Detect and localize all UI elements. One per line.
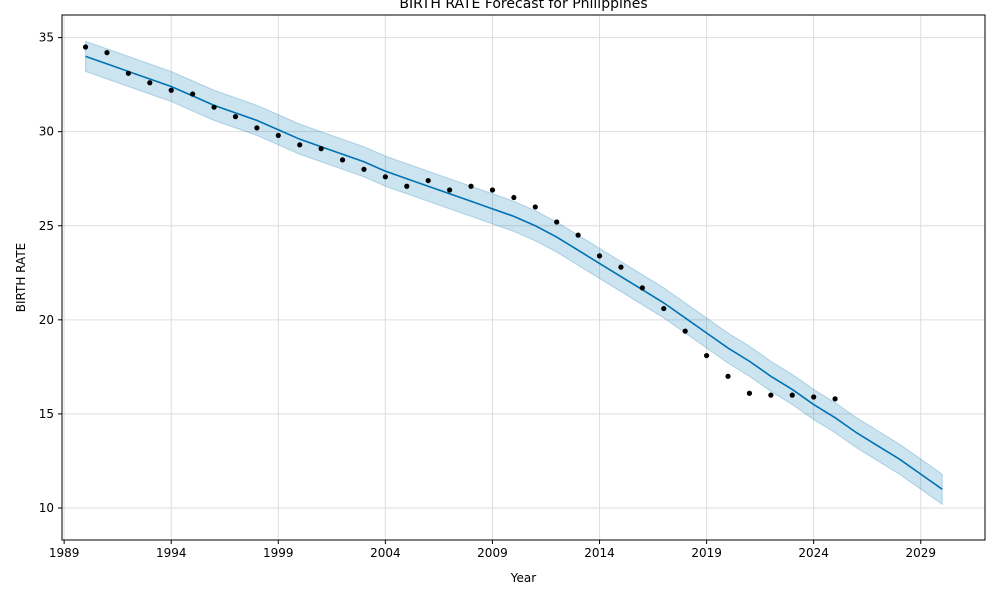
observed-point [575,232,581,238]
forecast-line-group [85,55,943,490]
observed-point [339,157,346,163]
grid [62,15,985,540]
chart-title: BIRTH RATE Forecast for Philippines [399,0,647,12]
observed-point [190,91,196,97]
observed-point [254,125,260,131]
observed-point [361,166,367,172]
observed-point [468,183,474,189]
y-tick-label: 10 [39,501,54,515]
y-tick-label: 20 [39,313,54,327]
x-axis-ticks: 1989 1994 1999 2004 2009 2014 2019 2024 2029 [49,540,936,560]
observed-point [425,177,431,184]
observed-point [725,373,731,379]
observed-point [682,328,688,334]
observed-point [511,194,517,201]
observed-point [232,114,239,120]
observed-point [811,394,817,400]
observed-point [768,392,774,398]
observed-point [211,104,217,110]
observed-point [489,187,496,193]
x-tick-label: 2004 [370,546,401,560]
x-tick-label: 1989 [49,546,80,560]
x-axis-label: Year [510,571,536,585]
observed-point [447,187,453,193]
observed-point [704,352,710,359]
observed-point [832,396,838,402]
observed-point [275,132,281,139]
y-axis-label: BIRTH RATE [14,243,28,312]
uncertainty-band [85,40,943,506]
observed-point [125,70,131,76]
observed-point [596,253,603,259]
observed-point [104,50,110,56]
observed-point [639,285,645,291]
y-tick-label: 30 [39,125,54,139]
x-tick-label: 2024 [798,546,829,560]
x-tick-label: 2009 [477,546,508,560]
y-tick-label: 35 [39,31,54,45]
observed-point [554,219,560,225]
y-tick-label: 15 [39,407,54,421]
observed-point [168,87,174,93]
observed-point [618,264,624,270]
observed-point [82,44,89,50]
x-tick-label: 1994 [156,546,187,560]
forecast-line [85,55,943,490]
observed-point [746,390,753,396]
observed-point [297,142,303,148]
observed-point [147,80,153,86]
observed-point [789,392,795,398]
x-tick-label: 2019 [691,546,722,560]
y-axis-ticks: 10 15 20 25 30 35 [39,31,62,515]
x-tick-label: 1999 [263,546,294,560]
y-tick-label: 25 [39,219,54,233]
observed-point [404,183,410,189]
plot-frame [61,14,986,541]
uncertainty-band-group [85,40,943,506]
observed-point [318,146,324,152]
observed-point [382,174,388,180]
observed-point [532,204,538,210]
x-tick-label: 2029 [905,546,936,560]
observed-point [661,305,667,312]
observed-points-group [82,44,838,402]
x-tick-label: 2014 [584,546,615,560]
